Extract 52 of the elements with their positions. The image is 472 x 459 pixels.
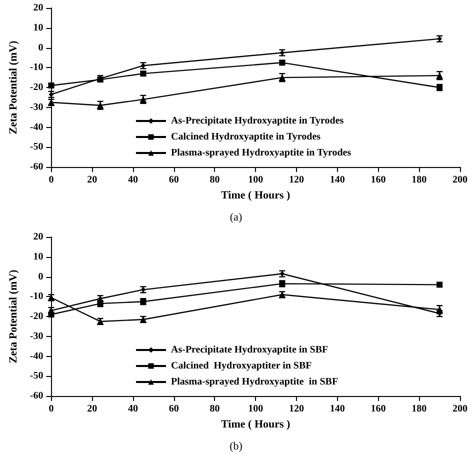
x-tick-label: 100 xyxy=(248,404,264,414)
text: (b) xyxy=(230,440,243,452)
legend-label: Plasma-sprayed Hydroxyaptite in Tyrodes xyxy=(171,148,352,158)
x-tick-label: 40 xyxy=(128,404,138,414)
y-tick-label: -10 xyxy=(30,62,44,74)
y-tick-label: -20 xyxy=(30,311,44,322)
y-tick-label: 20 xyxy=(33,2,44,14)
x-tick-label: 160 xyxy=(370,174,386,186)
x-tick-label: 40 xyxy=(128,174,138,186)
y-tick-label: -50 xyxy=(30,370,44,382)
y-tick-label: -40 xyxy=(30,350,44,362)
x-tick-label: 140 xyxy=(330,174,345,186)
x-tick-label: 60 xyxy=(168,174,179,186)
x-tick-label: 160 xyxy=(370,404,386,414)
x-tick-label: 140 xyxy=(330,404,345,414)
x-tick-label: 0 xyxy=(48,174,54,186)
x-tick-label: 20 xyxy=(87,174,98,186)
x-tick-label: 100 xyxy=(248,174,264,186)
x-tick-label: 180 xyxy=(412,174,427,186)
legend-label: Calcined Hydroxyaptite in Tyrodes xyxy=(171,132,321,142)
y-tick-label: 0 xyxy=(38,42,44,54)
y-tick-label: -60 xyxy=(30,390,44,402)
x-tick-label: 20 xyxy=(87,404,98,414)
x-tick-label: 200 xyxy=(452,174,468,186)
y-tick-label: 10 xyxy=(33,22,44,34)
y-axis-title: Zeta Potential (mV) xyxy=(8,269,20,364)
x-tick-label: 60 xyxy=(168,404,179,414)
y-tick-label: 0 xyxy=(38,271,44,282)
legend-label: Calcined Hydroxyaptiter in SBF xyxy=(171,360,312,372)
y-tick-label: -60 xyxy=(30,162,44,172)
x-axis-title: Time ( Hours ) xyxy=(221,418,291,430)
x-tick-label: 80 xyxy=(210,404,220,414)
y-tick-label: -50 xyxy=(30,142,44,153)
y-tick-label: 20 xyxy=(33,232,44,242)
x-tick-label: 200 xyxy=(452,404,468,414)
legend-label: Plasma-sprayed Hydroxyaptite in SBF xyxy=(171,376,338,388)
legend-label: As-Precipitate Hydroxyaptite in SBF xyxy=(171,344,328,356)
y-axis-title: Zeta Potential (mV) xyxy=(8,40,20,134)
text: (a) xyxy=(230,212,242,224)
x-tick-label: 120 xyxy=(288,404,304,414)
y-tick-label: -40 xyxy=(30,122,44,133)
x-tick-label: 0 xyxy=(48,404,54,414)
x-axis-title: Time ( Hours ) xyxy=(221,189,291,202)
y-tick-label: 10 xyxy=(33,251,44,262)
y-tick-label: -20 xyxy=(30,82,44,93)
y-tick-label: -10 xyxy=(30,291,44,302)
y-tick-label: -30 xyxy=(30,330,44,342)
x-tick-label: 120 xyxy=(288,174,304,186)
x-tick-label: 80 xyxy=(210,174,220,186)
y-tick-label: -30 xyxy=(30,102,44,113)
x-tick-label: 180 xyxy=(412,404,427,414)
legend-label: As-Precipitate Hydroxyaptite in Tyrodes xyxy=(171,116,344,126)
